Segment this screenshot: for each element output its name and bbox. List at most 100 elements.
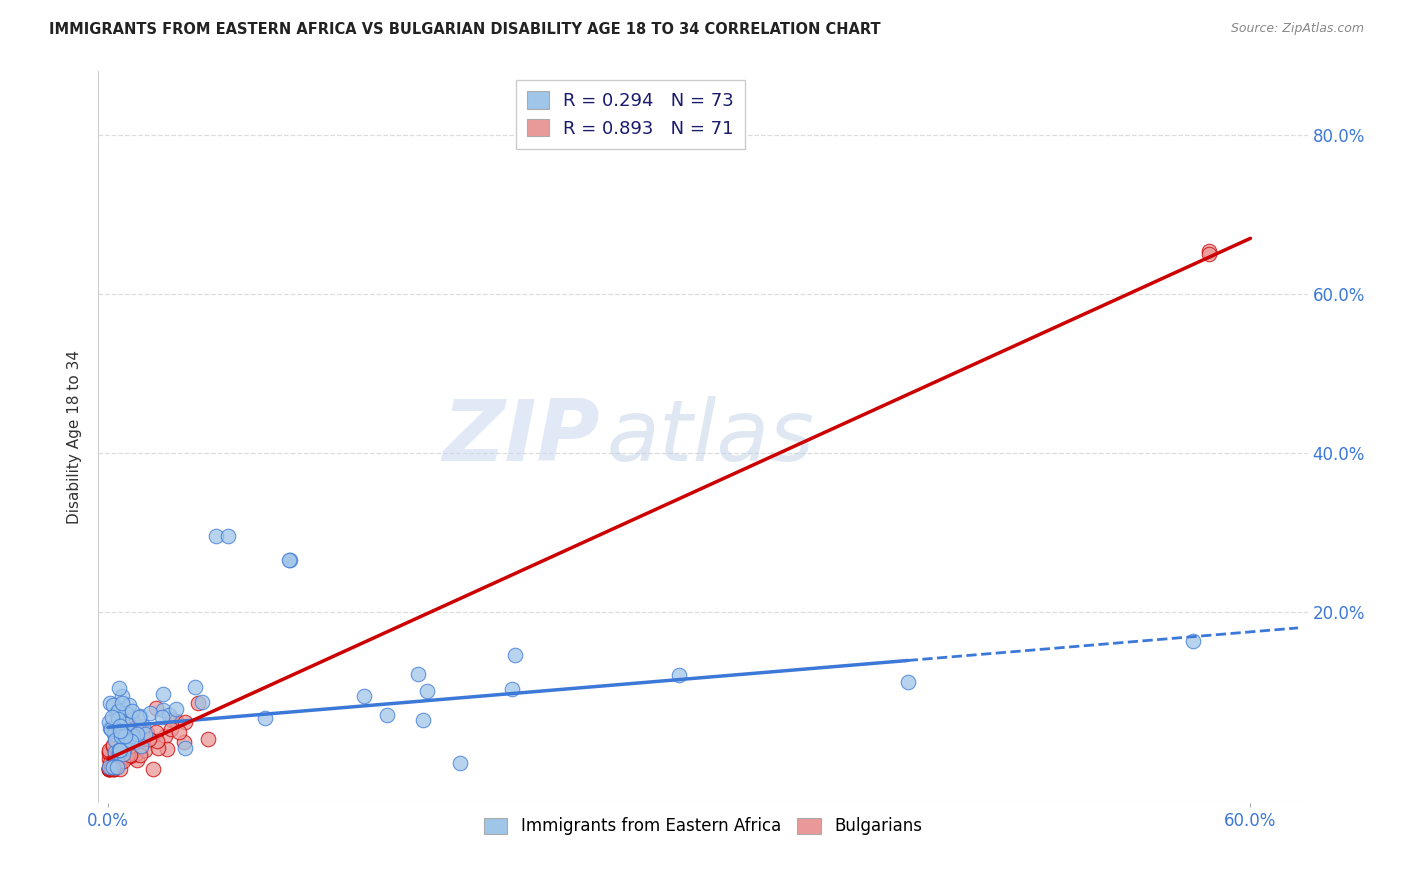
Point	[145, 701, 167, 715]
Point	[110, 718, 132, 732]
Point	[114, 730, 136, 744]
Point	[104, 733, 127, 747]
Point	[103, 739, 125, 754]
Point	[111, 714, 134, 729]
Point	[118, 749, 141, 764]
Point	[173, 735, 195, 749]
Text: Source: ZipAtlas.com: Source: ZipAtlas.com	[1230, 22, 1364, 36]
Point	[501, 682, 523, 697]
Point	[165, 714, 187, 729]
Point	[103, 760, 125, 774]
Point	[449, 756, 471, 770]
Point	[152, 703, 174, 717]
Point	[101, 749, 124, 764]
Point	[114, 749, 136, 764]
Point	[107, 743, 129, 757]
Point	[120, 731, 142, 746]
Point	[353, 690, 375, 704]
Point	[98, 696, 121, 710]
Point	[110, 752, 132, 766]
Point	[412, 714, 434, 728]
Point	[111, 726, 134, 740]
Point	[111, 689, 134, 703]
Point	[122, 729, 145, 743]
Point	[105, 759, 128, 773]
Point	[108, 763, 131, 777]
Point	[114, 723, 136, 738]
Point	[100, 763, 122, 777]
Point	[375, 708, 398, 723]
Point	[117, 723, 139, 738]
Point	[1198, 244, 1220, 258]
Point	[167, 724, 190, 739]
Point	[105, 735, 128, 749]
Point	[110, 735, 132, 749]
Point	[146, 740, 169, 755]
Point	[97, 763, 120, 777]
Point	[121, 712, 143, 726]
Point	[108, 724, 131, 739]
Point	[118, 739, 141, 754]
Point	[98, 760, 121, 774]
Text: ZIP: ZIP	[443, 395, 600, 479]
Point	[129, 740, 152, 755]
Point	[128, 747, 150, 762]
Point	[146, 734, 169, 748]
Point	[150, 710, 173, 724]
Point	[122, 733, 145, 747]
Point	[152, 687, 174, 701]
Point	[138, 706, 160, 720]
Point	[132, 731, 155, 746]
Point	[125, 753, 148, 767]
Point	[101, 756, 124, 770]
Point	[114, 737, 136, 751]
Point	[101, 698, 124, 712]
Point	[97, 763, 120, 777]
Point	[121, 705, 143, 719]
Point	[104, 739, 127, 754]
Point	[111, 696, 134, 710]
Text: atlas: atlas	[606, 395, 814, 479]
Point	[128, 710, 150, 724]
Point	[98, 721, 121, 735]
Point	[138, 732, 160, 747]
Point	[98, 747, 121, 761]
Point	[278, 553, 301, 567]
Point	[117, 717, 139, 731]
Point	[107, 712, 129, 726]
Point	[114, 733, 136, 747]
Point	[157, 708, 180, 723]
Point	[253, 711, 276, 725]
Point	[191, 695, 214, 709]
Point	[100, 723, 122, 737]
Point	[103, 755, 125, 769]
Point	[97, 763, 120, 777]
Point	[112, 742, 135, 756]
Text: IMMIGRANTS FROM EASTERN AFRICA VS BULGARIAN DISABILITY AGE 18 TO 34 CORRELATION : IMMIGRANTS FROM EASTERN AFRICA VS BULGAR…	[49, 22, 880, 37]
Point	[103, 763, 125, 777]
Y-axis label: Disability Age 18 to 34: Disability Age 18 to 34	[67, 350, 83, 524]
Point	[897, 674, 920, 689]
Point	[103, 738, 125, 752]
Point	[108, 743, 131, 757]
Point	[104, 746, 127, 760]
Point	[98, 761, 121, 775]
Point	[406, 667, 429, 681]
Point	[115, 749, 138, 764]
Point	[125, 720, 148, 734]
Point	[104, 740, 127, 755]
Point	[112, 729, 135, 743]
Point	[125, 747, 148, 761]
Point	[1182, 633, 1205, 648]
Point	[112, 755, 135, 769]
Point	[125, 727, 148, 741]
Point	[103, 763, 125, 777]
Point	[107, 681, 129, 696]
Point	[103, 763, 125, 777]
Point	[105, 756, 128, 770]
Point	[668, 668, 690, 682]
Point	[118, 698, 141, 712]
Point	[98, 756, 121, 771]
Point	[108, 751, 131, 765]
Point	[122, 735, 145, 749]
